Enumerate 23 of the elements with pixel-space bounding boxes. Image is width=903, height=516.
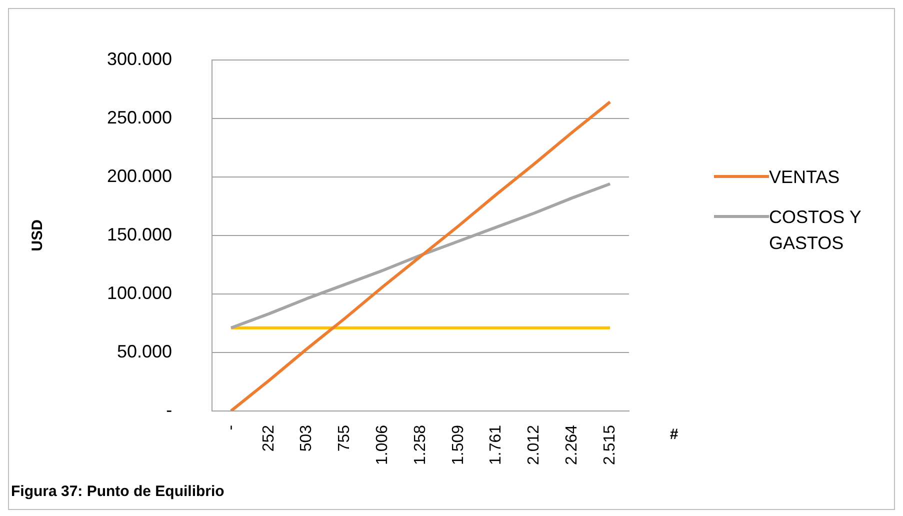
x-tick-label: 1.006 <box>374 424 392 466</box>
x-tick-label: 1.509 <box>450 424 467 466</box>
x-tick-label: 1.258 <box>412 424 429 466</box>
x-tick-label: 252 <box>260 424 278 452</box>
x-tick-label: 503 <box>298 424 316 452</box>
y-tick-label: 250.000 <box>106 107 172 128</box>
x-tick-label: 2.012 <box>526 424 543 466</box>
y-tick-label: - <box>166 400 172 420</box>
y-tick-label: 150.000 <box>106 224 172 244</box>
y-tick-label: 50.000 <box>117 341 172 362</box>
x-tick-label: 2.264 <box>564 424 581 466</box>
text: Figura 37: Punto de Equilibrio <box>11 483 224 500</box>
x-tick-label: 1.761 <box>488 424 505 466</box>
x-tick-label: 755 <box>336 424 354 452</box>
y-tick-label: 100.000 <box>106 282 172 303</box>
x-axis-title: # <box>670 426 679 444</box>
y-tick-label: 300.000 <box>106 48 172 69</box>
x-tick-label: - <box>222 424 240 430</box>
y-tick-label: 200.000 <box>106 166 172 186</box>
legend-label: COSTOS Y GASTOS <box>769 206 862 255</box>
legend-label: VENTAS <box>769 166 841 189</box>
x-tick-label: 2.515 <box>601 424 618 466</box>
y-axis-title: USD <box>29 219 46 252</box>
